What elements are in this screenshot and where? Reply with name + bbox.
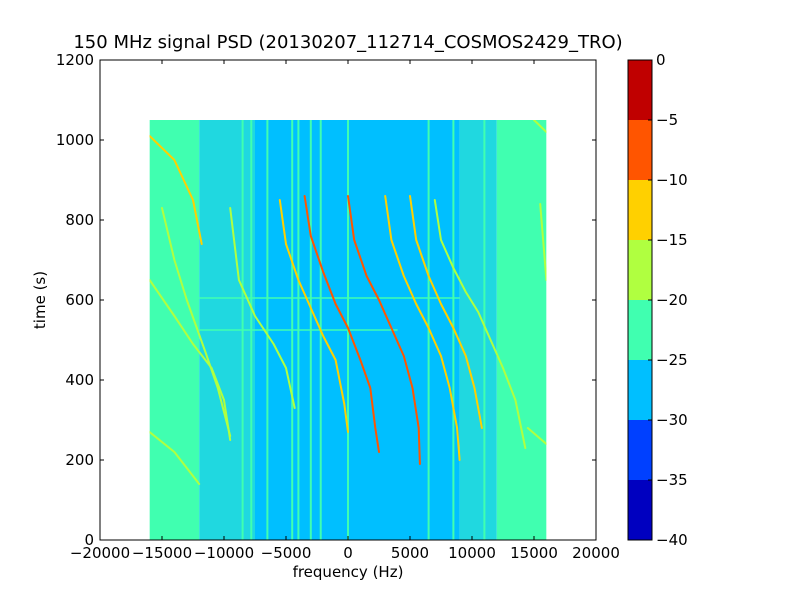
y-tick-label: 400 [65,371,94,389]
y-tick-label: 1200 [56,51,94,69]
doppler-curve [278,199,349,433]
x-tick-label: 0 [343,544,353,562]
y-axis: 0 200 400 600 800 1000 1200 [56,51,596,549]
x-tick-label: 15000 [510,544,558,562]
x-axis: −20000 −15000 −10000 −5000 0 5000 10000 15000 20… [70,60,620,562]
colorbar-tick-label: −15 [656,231,688,249]
heatmap-layer [149,120,547,540]
colorbar-tick-label: −40 [656,531,688,549]
colorbar-segment [628,360,652,420]
colorbar: −40 −35 −30 −25 −20 −15 −10 −5 0 [627,51,688,549]
doppler-curve [229,207,296,409]
colorbar-segment [628,120,652,180]
heatmap-band [496,120,547,540]
colorbar-segment [628,300,652,360]
y-tick-label: 200 [65,451,94,469]
colorbar-tick-label: 0 [656,51,666,69]
x-tick-label: −15000 [132,544,192,562]
y-tick-label: 0 [84,531,94,549]
doppler-curve [149,135,203,245]
colorbar-segment [628,420,652,480]
x-tick-label: 5000 [391,544,429,562]
doppler-curve [149,279,232,441]
doppler-curve [533,120,547,133]
y-tick-label: 600 [65,291,94,309]
doppler-curve [433,199,527,449]
heatmap-band [459,120,497,540]
y-tick-label: 800 [65,211,94,229]
x-axis-label: frequency (Hz) [293,563,404,581]
doppler-curve [409,195,483,429]
doppler-curve [384,195,461,461]
doppler-curve [526,427,547,445]
colorbar-segment [628,240,652,300]
x-tick-label: −20000 [70,544,130,562]
y-axis-label: time (s) [31,271,49,329]
doppler-curve [161,207,232,437]
y-tick-label: 1000 [56,131,94,149]
doppler-curve [347,195,421,465]
colorbar-tick-label: −35 [656,471,688,489]
colorbar-tick-label: −25 [656,351,688,369]
doppler-curve [149,431,201,485]
x-tick-label: 20000 [572,544,620,562]
doppler-curve [303,195,380,453]
plot-area: −20000 −15000 −10000 −5000 0 5000 10000 15000 20… [56,51,620,562]
heatmap-band [149,120,200,540]
chart-title: 150 MHz signal PSD (20130207_112714_COSM… [73,32,622,53]
colorbar-tick-label: −30 [656,411,688,429]
x-tick-label: 10000 [448,544,496,562]
colorbar-segment [628,180,652,240]
colorbar-tick-label: −5 [656,111,678,129]
x-tick-label: −10000 [194,544,254,562]
colorbar-tick-label: −10 [656,171,688,189]
colorbar-tick-label: −20 [656,291,688,309]
colorbar-segment [628,60,652,120]
x-tick-label: −5000 [261,544,312,562]
doppler-curve [539,203,547,281]
colorbar-segment [628,480,652,540]
